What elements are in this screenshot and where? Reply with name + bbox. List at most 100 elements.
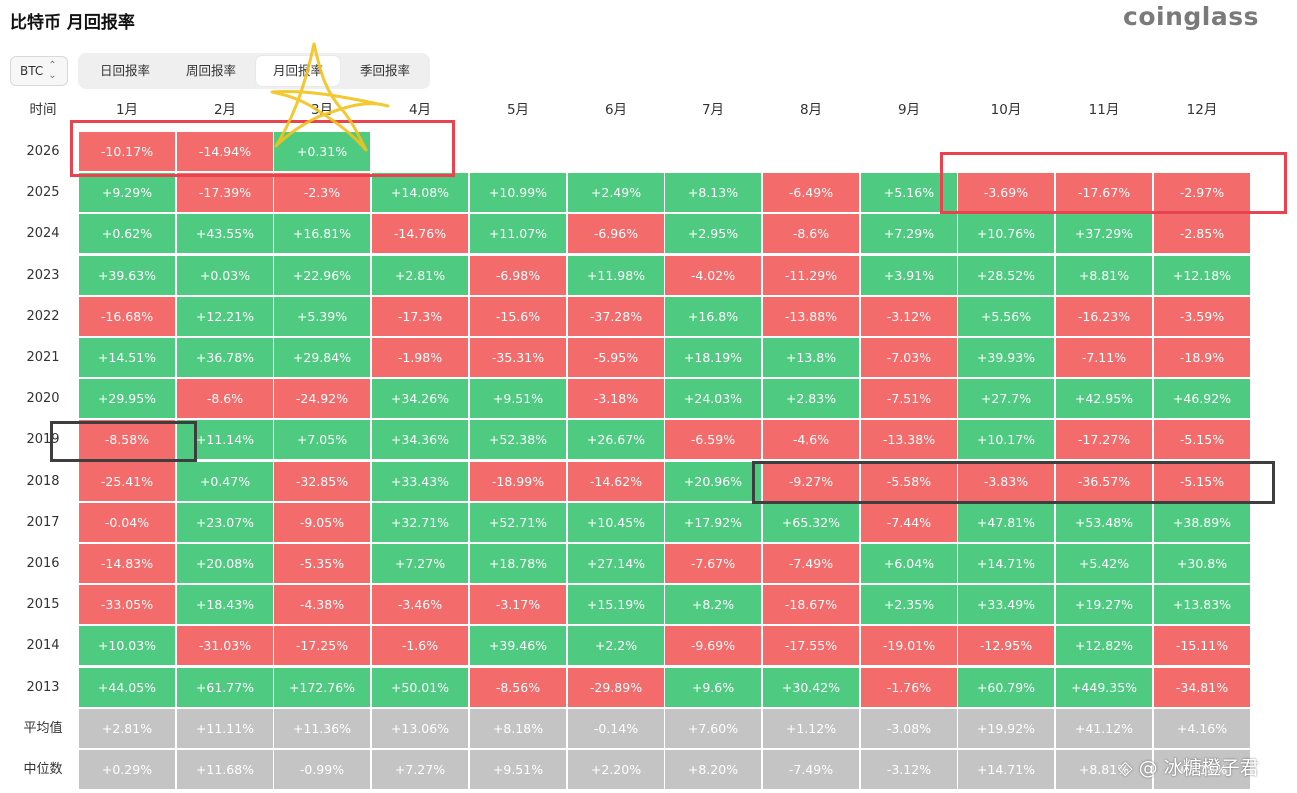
month-header: 7月 xyxy=(701,102,725,118)
return-cell: +8.13% xyxy=(665,173,761,212)
return-cell: -17.27% xyxy=(1056,420,1152,459)
stat-row-label: 平均值 xyxy=(23,721,63,736)
return-cell: -8.58% xyxy=(79,420,175,459)
return-cell: -35.31% xyxy=(470,338,566,377)
return-cell: +10.45% xyxy=(568,503,664,542)
stat-cell: -0.14% xyxy=(568,709,664,748)
tab-monthly[interactable]: 月回报率 xyxy=(256,56,340,86)
stat-cell: +2.81% xyxy=(79,709,175,748)
return-cell: +65.32% xyxy=(763,503,859,542)
return-cell: +30.8% xyxy=(1154,544,1250,583)
stat-cell: +14.71% xyxy=(958,750,1054,789)
return-cell: +16.81% xyxy=(274,214,370,253)
return-cell: -2.97% xyxy=(1154,173,1250,212)
return-cell: -5.15% xyxy=(1154,462,1250,501)
asset-select[interactable]: BTC ⌃ ⌄ xyxy=(10,56,68,86)
return-cell: +449.35% xyxy=(1056,668,1152,707)
year-label: 2017 xyxy=(26,515,60,530)
tab-weekly[interactable]: 周回报率 xyxy=(185,63,236,78)
return-cell: +23.07% xyxy=(177,503,273,542)
return-cell: +16.8% xyxy=(665,297,761,336)
return-cell: -19.01% xyxy=(861,626,957,665)
return-cell: -18.67% xyxy=(763,585,859,624)
return-cell: +9.6% xyxy=(665,668,761,707)
return-cell: -1.98% xyxy=(372,338,468,377)
return-cell: +12.82% xyxy=(1056,626,1152,665)
return-cell: +61.77% xyxy=(177,668,273,707)
return-cell: +8.2% xyxy=(665,585,761,624)
return-cell: +33.49% xyxy=(958,585,1054,624)
return-cell: -14.83% xyxy=(79,544,175,583)
return-cell: -2.3% xyxy=(274,173,370,212)
return-cell: -9.69% xyxy=(665,626,761,665)
return-cell: -5.15% xyxy=(1154,420,1250,459)
stat-cell: +7.60% xyxy=(665,709,761,748)
return-cell: -3.18% xyxy=(568,379,664,418)
time-column-header: 时间 xyxy=(29,102,57,118)
return-cell: -13.38% xyxy=(861,420,957,459)
return-cell: -8.6% xyxy=(177,379,273,418)
month-header: 2月 xyxy=(213,102,237,118)
month-header: 6月 xyxy=(604,102,628,118)
stat-cell: -0.99% xyxy=(274,750,370,789)
return-cell: +14.51% xyxy=(79,338,175,377)
return-cell: -18.9% xyxy=(1154,338,1250,377)
return-cell: +11.07% xyxy=(470,214,566,253)
stat-cell: -7.49% xyxy=(763,750,859,789)
return-cell: -4.38% xyxy=(274,585,370,624)
stat-cell: +19.92% xyxy=(958,709,1054,748)
return-cell: +2.81% xyxy=(372,256,468,295)
return-cell: +13.83% xyxy=(1154,585,1250,624)
return-cell: -33.05% xyxy=(79,585,175,624)
stat-cell: +1.12% xyxy=(763,709,859,748)
stat-cell: -3.08% xyxy=(861,709,957,748)
tab-daily[interactable]: 日回报率 xyxy=(99,63,150,78)
highlight-box-2019-jan xyxy=(50,421,197,462)
return-cell: -7.49% xyxy=(763,544,859,583)
return-cell: +53.48% xyxy=(1056,503,1152,542)
stat-cell: +41.12% xyxy=(1056,709,1152,748)
year-label: 2025 xyxy=(26,185,60,200)
return-cell: +0.62% xyxy=(79,214,175,253)
return-cell: +13.8% xyxy=(763,338,859,377)
return-cell: -14.94% xyxy=(177,132,273,171)
year-label: 2026 xyxy=(26,144,60,159)
return-cell: +2.83% xyxy=(763,379,859,418)
return-cell: +47.81% xyxy=(958,503,1054,542)
stat-cell: +11.11% xyxy=(177,709,273,748)
year-label: 2013 xyxy=(26,680,60,695)
return-cell: -17.3% xyxy=(372,297,468,336)
return-cell: +20.08% xyxy=(177,544,273,583)
return-cell: -17.25% xyxy=(274,626,370,665)
return-cell: +5.42% xyxy=(1056,544,1152,583)
highlight-box-2026 xyxy=(70,120,455,177)
return-cell: +29.95% xyxy=(79,379,175,418)
return-cell: +18.19% xyxy=(665,338,761,377)
return-cell: +11.98% xyxy=(568,256,664,295)
return-cell: -14.76% xyxy=(372,214,468,253)
return-cell: +9.51% xyxy=(470,379,566,418)
return-cell: -16.23% xyxy=(1056,297,1152,336)
page-title: 比特币 月回报率 xyxy=(10,13,135,33)
year-label: 2022 xyxy=(26,309,60,324)
return-cell: -6.49% xyxy=(763,173,859,212)
return-cell: +32.71% xyxy=(372,503,468,542)
stat-cell: +11.68% xyxy=(177,750,273,789)
stat-cell: +8.20% xyxy=(665,750,761,789)
return-cell: -3.59% xyxy=(1154,297,1250,336)
return-cell: -8.6% xyxy=(763,214,859,253)
month-header: 1月 xyxy=(115,102,139,118)
return-cell: -4.6% xyxy=(763,420,859,459)
tab-quarterly[interactable]: 季回报率 xyxy=(359,63,410,78)
year-label: 2021 xyxy=(26,350,60,365)
return-cell: +3.91% xyxy=(861,256,957,295)
highlight-box-2018-aug-dec xyxy=(752,461,1275,504)
return-cell: +34.26% xyxy=(372,379,468,418)
return-cell: +5.39% xyxy=(274,297,370,336)
return-cell: +18.78% xyxy=(470,544,566,583)
year-label: 2023 xyxy=(26,268,60,283)
return-cell: +36.78% xyxy=(177,338,273,377)
return-cell: +2.49% xyxy=(568,173,664,212)
return-cell: -10.17% xyxy=(79,132,175,171)
month-header: 11月 xyxy=(1088,102,1120,118)
